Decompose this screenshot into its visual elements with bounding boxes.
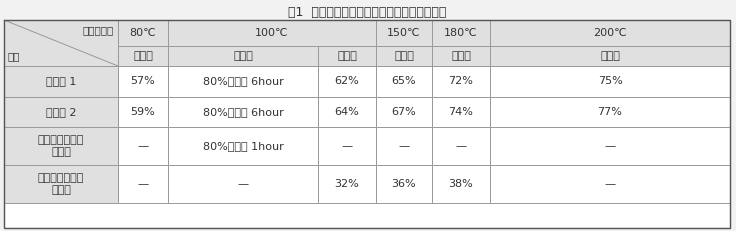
Bar: [490, 46, 730, 66]
Bar: [432, 66, 490, 97]
Text: —: —: [456, 141, 467, 151]
Bar: [168, 20, 376, 46]
Text: 80%以上约 1hour: 80%以上约 1hour: [202, 141, 283, 151]
Bar: [376, 127, 432, 165]
Text: 180℃: 180℃: [445, 28, 478, 38]
Bar: [118, 66, 168, 97]
Bar: [318, 66, 376, 97]
Bar: [168, 127, 318, 165]
Text: —: —: [604, 141, 615, 151]
Text: 36%: 36%: [392, 179, 417, 189]
Bar: [118, 46, 168, 66]
Text: 80℃: 80℃: [130, 28, 156, 38]
Bar: [490, 66, 730, 97]
Text: 200℃: 200℃: [593, 28, 627, 38]
Text: 实施例 2: 实施例 2: [46, 107, 77, 117]
Bar: [4, 127, 118, 165]
Text: 脱硝率: 脱硝率: [600, 51, 620, 61]
Text: 脱硝率: 脱硝率: [133, 51, 153, 61]
Bar: [432, 20, 490, 46]
Text: 脱硝率: 脱硝率: [337, 51, 357, 61]
Bar: [4, 20, 118, 66]
Text: 62%: 62%: [335, 76, 359, 86]
Bar: [118, 97, 168, 127]
Text: 75%: 75%: [598, 76, 623, 86]
Text: 脱硫率: 脱硫率: [233, 51, 253, 61]
Text: 太原新华活性炭
脱祈剂: 太原新华活性炭 脱祈剂: [38, 173, 84, 195]
Text: —: —: [238, 179, 249, 189]
Bar: [376, 97, 432, 127]
Text: 150℃: 150℃: [387, 28, 421, 38]
Text: 100℃: 100℃: [255, 28, 289, 38]
Text: 产品: 产品: [8, 51, 21, 61]
Text: 64%: 64%: [335, 107, 359, 117]
Bar: [376, 46, 432, 66]
Bar: [318, 46, 376, 66]
Text: 59%: 59%: [130, 107, 155, 117]
Text: 太原新华活性炭
脱硫剂: 太原新华活性炭 脱硫剂: [38, 135, 84, 157]
Bar: [4, 97, 118, 127]
Text: —: —: [138, 179, 149, 189]
Text: 57%: 57%: [130, 76, 155, 86]
Bar: [490, 20, 730, 46]
Bar: [168, 97, 318, 127]
Bar: [376, 66, 432, 97]
Bar: [168, 165, 318, 203]
Text: 80%以上约 6hour: 80%以上约 6hour: [202, 107, 283, 117]
Text: —: —: [342, 141, 353, 151]
Text: 实施例 1: 实施例 1: [46, 76, 77, 86]
Bar: [4, 165, 118, 203]
Bar: [318, 127, 376, 165]
Text: 固定床温度: 固定床温度: [82, 25, 114, 35]
Bar: [318, 165, 376, 203]
Text: 67%: 67%: [392, 107, 417, 117]
Bar: [490, 127, 730, 165]
Text: —: —: [604, 179, 615, 189]
Bar: [318, 97, 376, 127]
Text: 表1  本发明低温脱硫脱硝剂的脱硫、脱硝效率: 表1 本发明低温脱硫脱硝剂的脱硫、脱硝效率: [288, 6, 446, 18]
Bar: [118, 127, 168, 165]
Bar: [432, 165, 490, 203]
Text: 脱硝率: 脱硝率: [394, 51, 414, 61]
Text: 74%: 74%: [448, 107, 473, 117]
Bar: [168, 46, 318, 66]
Bar: [118, 165, 168, 203]
Text: 72%: 72%: [448, 76, 473, 86]
Bar: [168, 66, 318, 97]
Text: —: —: [398, 141, 409, 151]
Bar: [4, 66, 118, 97]
Bar: [376, 20, 432, 46]
Bar: [432, 97, 490, 127]
Text: —: —: [138, 141, 149, 151]
Text: 65%: 65%: [392, 76, 417, 86]
Bar: [490, 165, 730, 203]
Text: 80%以上约 6hour: 80%以上约 6hour: [202, 76, 283, 86]
Bar: [118, 20, 168, 46]
Text: 77%: 77%: [598, 107, 623, 117]
Text: 脱硝率: 脱硝率: [451, 51, 471, 61]
Bar: [376, 165, 432, 203]
Text: 32%: 32%: [335, 179, 359, 189]
Bar: [432, 127, 490, 165]
Text: 38%: 38%: [449, 179, 473, 189]
Bar: [490, 97, 730, 127]
Bar: [432, 46, 490, 66]
